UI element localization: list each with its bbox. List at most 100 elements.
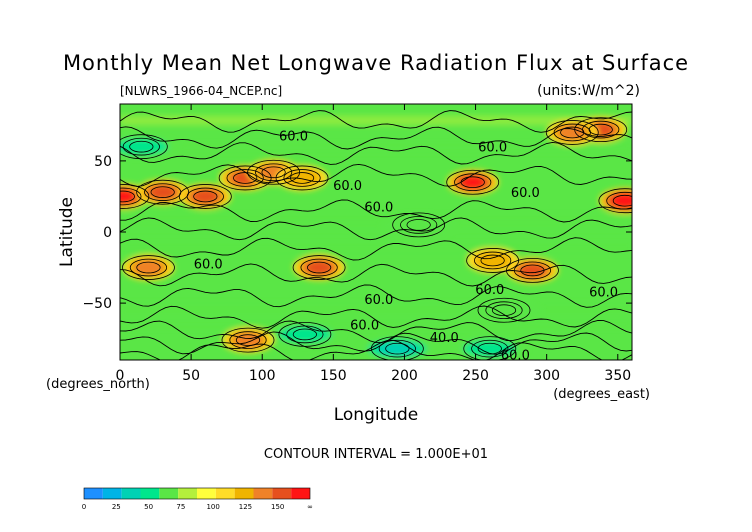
contour-line <box>120 339 632 360</box>
contour-ring <box>221 327 275 353</box>
contour-ring <box>477 342 502 355</box>
contour-ring <box>275 165 329 191</box>
hotspot <box>120 190 135 203</box>
contour-line <box>120 237 632 261</box>
y-axis-label: Latitude <box>57 197 77 267</box>
contour-ring <box>120 134 168 160</box>
contour-ring <box>485 301 523 320</box>
colorbar-tick-label: 150 <box>271 503 284 511</box>
colorbar-swatch <box>102 488 122 499</box>
x-axis: 0 50 100 150 200 250 300 350 <box>116 104 631 384</box>
contour-ring <box>392 212 446 238</box>
contour-ring <box>193 190 218 203</box>
contour-ring <box>520 264 545 277</box>
contour-label: 60.0 <box>589 286 618 301</box>
field-band <box>120 243 632 254</box>
contour-ring <box>574 117 628 143</box>
contour-ring <box>491 304 517 317</box>
hotspot <box>519 263 546 278</box>
field-band <box>120 214 632 229</box>
y-tick-label: 0 <box>103 225 112 241</box>
contour-line <box>120 217 632 241</box>
contour-ring <box>289 172 315 184</box>
coldspot <box>376 341 419 356</box>
x-axis-label: Longitude <box>334 405 419 425</box>
contour-line <box>120 305 632 329</box>
colorbar-swatch <box>291 488 310 499</box>
coldspot <box>278 326 332 343</box>
contour-ring <box>122 137 160 156</box>
source-file-label: [NLWRS_1966-04_NCEP.nc] <box>120 84 282 98</box>
contour-label: 60.0 <box>501 348 530 363</box>
contour-ring <box>278 321 332 347</box>
contour-ring <box>560 126 585 139</box>
colorbar-tick-label: 125 <box>239 503 252 511</box>
contour-ring <box>480 254 505 267</box>
colorbar-tick-label: 50 <box>144 503 153 511</box>
contour-label: 60.0 <box>475 283 504 298</box>
contour-ring <box>545 120 599 145</box>
contour-line <box>120 331 632 355</box>
contour-ring <box>120 187 142 206</box>
colorbar-tick-label: 25 <box>112 503 121 511</box>
contour-line <box>120 163 632 187</box>
x-tick-label: 100 <box>249 368 276 384</box>
contour-ring <box>226 169 264 187</box>
colorbar-swatch <box>272 488 292 499</box>
field-band <box>120 303 632 314</box>
colorbar-swatch <box>253 488 273 499</box>
contour-ring <box>292 255 346 280</box>
colorbar-swatch <box>234 488 254 499</box>
colorbar: 0 25 50 75 100 125 150 ∞ <box>82 487 313 511</box>
contour-ring <box>286 325 324 344</box>
contour-ring <box>120 190 135 203</box>
contour-ring <box>122 255 175 280</box>
coldspot <box>466 299 542 322</box>
hotspot <box>283 168 321 188</box>
plot-area: 60.060.060.0 60.060.060.060.0 60.060.060.0… <box>120 104 632 363</box>
coldspot <box>120 138 168 155</box>
colorbar-swatch <box>197 488 216 499</box>
contour-ring <box>261 166 286 179</box>
contour-label: 40.0 <box>430 331 459 346</box>
contour-label: 60.0 <box>364 293 393 308</box>
colorbar-tick-label: ∞ <box>307 503 313 511</box>
colorbar-tick-label: 75 <box>176 503 185 511</box>
contour-ring <box>292 328 317 341</box>
contour-ring <box>136 261 161 274</box>
contour-ring <box>474 251 512 270</box>
contour-ring <box>406 219 431 231</box>
contour-ring <box>460 176 485 189</box>
colorbar-tick-label: 100 <box>206 503 219 511</box>
contour-ring <box>463 336 517 360</box>
contour-ring <box>129 258 168 277</box>
contour-ring <box>385 342 410 355</box>
hotspot <box>149 185 176 200</box>
colorbar-swatch <box>84 488 103 499</box>
contour-label: 60.0 <box>511 186 540 201</box>
colorbar-frame <box>83 487 311 500</box>
field-band <box>120 320 632 329</box>
contour-line <box>120 284 632 308</box>
contour-ring <box>466 248 520 273</box>
units-label: (units:W/m^2) <box>537 83 640 99</box>
contour-ring <box>400 216 438 234</box>
contour-ring <box>606 191 632 210</box>
y-axis: 50 0 −50 <box>82 154 632 312</box>
contour-line <box>120 319 632 344</box>
contour-ring <box>477 297 531 323</box>
contour-ring <box>370 336 424 360</box>
chart-title: Monthly Mean Net Longwave Radiation Flux… <box>63 51 689 75</box>
colorbar-swatch <box>140 488 160 499</box>
contour-label: 60.0 <box>279 129 308 144</box>
contour-ring <box>300 258 338 277</box>
contour-ring <box>178 184 232 209</box>
colorbar-swatch <box>159 488 179 499</box>
contour-line <box>120 141 632 165</box>
x-tick-label: 250 <box>462 368 489 384</box>
contour-label: 60.0 <box>478 141 507 156</box>
contour-line <box>120 263 632 287</box>
contour-ring <box>150 186 175 198</box>
x-tick-label: 350 <box>604 368 631 384</box>
colorbar-swatch <box>178 488 197 499</box>
